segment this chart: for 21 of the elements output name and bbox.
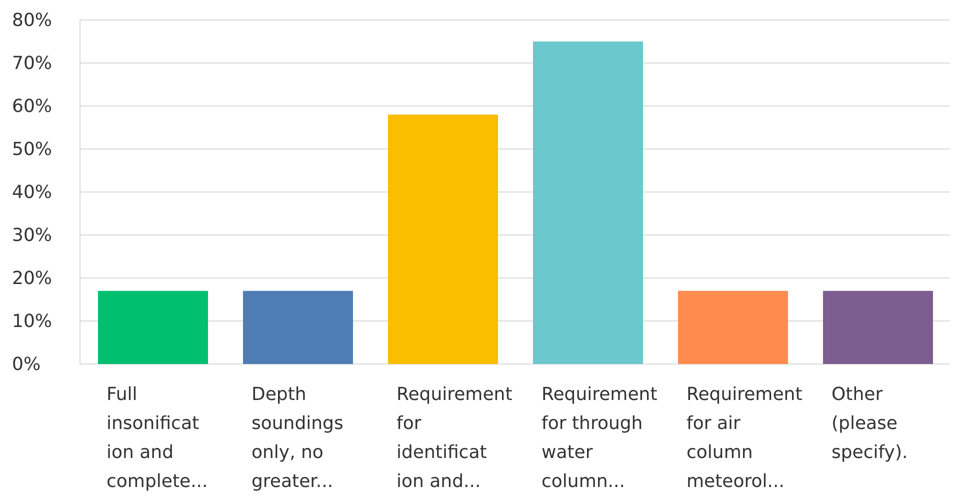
- x-tick-label: Requirement for air column meteorol...: [686, 384, 802, 492]
- y-tick-label: 70%: [12, 53, 52, 74]
- x-tick-label: Other (please specify).: [832, 384, 908, 463]
- bar: [533, 42, 643, 364]
- x-tick-label: Full insonificat ion and complete...: [106, 384, 208, 492]
- y-tick-label: 30%: [12, 225, 52, 246]
- y-tick-label: 0%: [12, 354, 41, 375]
- bar: [388, 114, 498, 364]
- y-tick-label: 50%: [12, 139, 52, 160]
- bar: [98, 290, 208, 364]
- y-tick-label: 10%: [12, 311, 52, 332]
- y-tick-label: 80%: [12, 10, 52, 31]
- x-tick-label: Requirement for through water column...: [542, 384, 658, 492]
- bar: [678, 290, 788, 364]
- y-tick-label: 40%: [12, 182, 52, 203]
- x-tick-label: Requirement for identificat ion and...: [396, 384, 512, 492]
- y-tick-label: 20%: [12, 268, 52, 289]
- bar: [823, 290, 933, 364]
- x-tick-label: Depth soundings only, no greater...: [252, 384, 344, 492]
- y-tick-label: 60%: [12, 96, 52, 117]
- bar: [243, 290, 353, 364]
